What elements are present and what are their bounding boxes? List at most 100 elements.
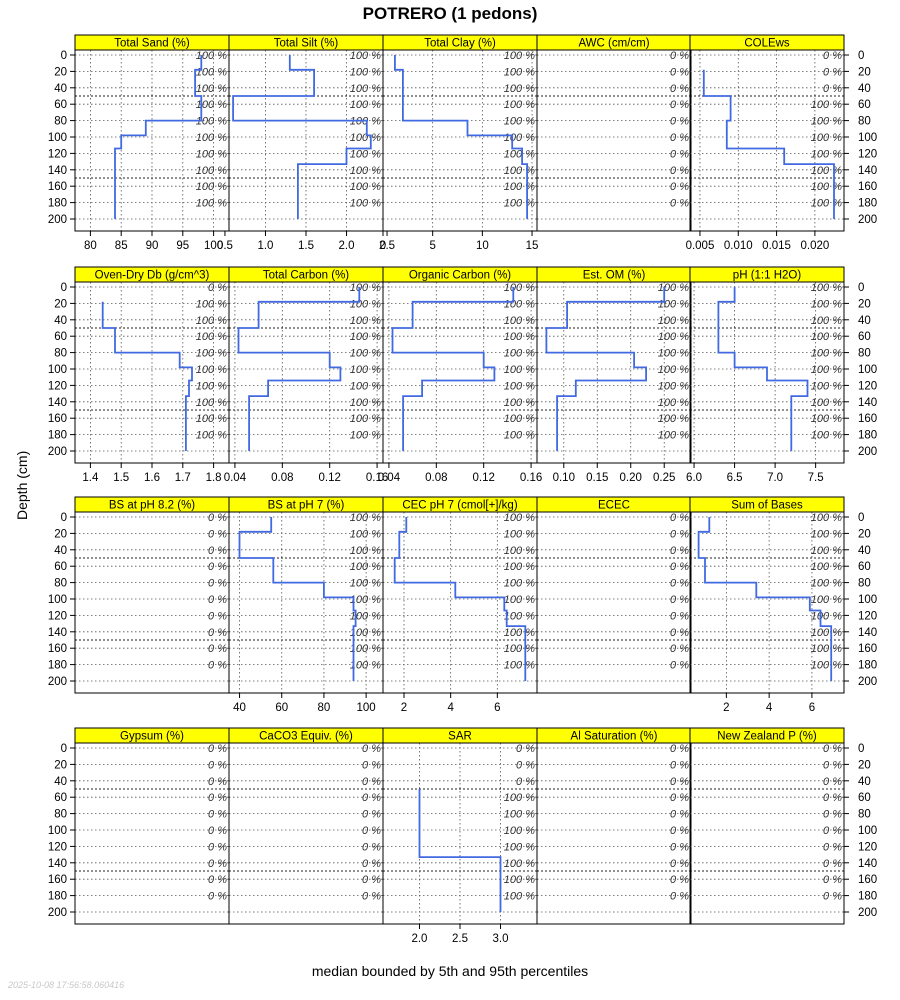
panel-title: pH (1:1 H2O): [733, 270, 802, 282]
percent-label: 0 %: [670, 528, 689, 540]
depth-tick-label: 100: [858, 364, 877, 376]
x-tick-label: 7.0: [767, 472, 783, 484]
depth-tick-label: 80: [858, 348, 871, 360]
percent-label: 100 %: [504, 331, 535, 343]
chart-caption: median bounded by 5th and 95th percentil…: [311, 963, 589, 979]
percent-label: 100 %: [811, 397, 842, 409]
percent-label: 0 %: [362, 743, 381, 755]
depth-tick-label: 180: [858, 891, 877, 903]
panel-title: Est. OM (%): [583, 270, 646, 282]
profile-line: [545, 287, 666, 451]
percent-label: 100 %: [504, 99, 535, 111]
depth-tick-label: 140: [48, 165, 67, 177]
percent-label: 100 %: [504, 397, 535, 409]
percent-label: 0 %: [823, 858, 842, 870]
percent-label: 100 %: [196, 83, 227, 95]
percent-label: 100 %: [196, 165, 227, 177]
panel-title: Al Saturation (%): [571, 731, 658, 743]
profile-line: [697, 517, 833, 681]
depth-tick-label: 20: [54, 759, 67, 771]
depth-tick-label: 20: [858, 528, 871, 540]
x-tick-label: 3.0: [493, 933, 509, 945]
depth-tick-label: 160: [48, 413, 67, 425]
percent-label: 0 %: [670, 809, 689, 821]
percent-label: 0 %: [670, 132, 689, 144]
panel-frame: [74, 511, 230, 694]
chart-title: POTRERO (1 pedons): [362, 4, 538, 23]
percent-label: 100 %: [350, 132, 381, 144]
percent-label: 100 %: [350, 430, 381, 442]
percent-label: 100 %: [350, 116, 381, 128]
percent-label: 100 %: [350, 83, 381, 95]
percent-label: 100 %: [196, 413, 227, 425]
depth-tick-label: 20: [858, 759, 871, 771]
percent-label: 100 %: [196, 132, 227, 144]
depth-tick-label: 160: [48, 181, 67, 193]
percent-label: 100 %: [504, 809, 535, 821]
depth-tick-label: 180: [858, 198, 877, 210]
depth-tick-label: 0: [61, 50, 67, 62]
percent-label: 100 %: [350, 610, 381, 622]
percent-label: 100 %: [811, 561, 842, 573]
depth-tick-label: 140: [48, 627, 67, 639]
panel-frame: [689, 742, 845, 925]
percent-label: 100 %: [504, 545, 535, 557]
x-tick-label: 0.20: [620, 472, 642, 484]
percent-label: 0 %: [670, 83, 689, 95]
x-tick-label: 0.5: [217, 240, 233, 252]
depth-tick-label: 180: [858, 660, 877, 672]
x-tick-label: 4: [447, 702, 454, 714]
percent-label: 0 %: [823, 841, 842, 853]
percent-label: 100 %: [504, 66, 535, 78]
percent-label: 100 %: [811, 331, 842, 343]
percent-label: 0 %: [670, 512, 689, 524]
percent-label: 100 %: [504, 380, 535, 392]
percent-label: 100 %: [504, 116, 535, 128]
depth-tick-label: 60: [54, 561, 67, 573]
depth-tick-label: 120: [48, 841, 67, 853]
percent-label: 0 %: [670, 165, 689, 177]
percent-label: 0 %: [208, 610, 227, 622]
x-tick-label: 0.25: [653, 472, 675, 484]
percent-label: 100 %: [811, 116, 842, 128]
depth-tick-label: 100: [48, 825, 67, 837]
percent-label: 0 %: [670, 627, 689, 639]
percent-label: 100 %: [504, 891, 535, 903]
depth-tick-label: 120: [858, 610, 877, 622]
depth-tick-label: 180: [48, 660, 67, 672]
panel-title: CEC pH 7 (cmol[+]/kg): [402, 500, 518, 512]
depth-tick-label: 140: [48, 858, 67, 870]
percent-label: 100 %: [658, 413, 689, 425]
profile-line: [114, 55, 203, 219]
depth-tick-label: 180: [48, 891, 67, 903]
percent-label: 100 %: [504, 298, 535, 310]
percent-label: 100 %: [811, 132, 842, 144]
percent-label: 100 %: [811, 528, 842, 540]
percent-label: 100 %: [504, 627, 535, 639]
percent-label: 100 %: [504, 578, 535, 590]
percent-label: 0 %: [362, 874, 381, 886]
percent-label: 0 %: [670, 148, 689, 160]
percent-label: 0 %: [362, 825, 381, 837]
percent-label: 100 %: [350, 165, 381, 177]
percent-label: 0 %: [670, 643, 689, 655]
percent-label: 0 %: [208, 776, 227, 788]
percent-label: 0 %: [670, 660, 689, 672]
panel-title: COLEws: [744, 38, 790, 50]
percent-label: 100 %: [658, 298, 689, 310]
percent-label: 0 %: [670, 858, 689, 870]
percent-label: 0 %: [670, 825, 689, 837]
percent-label: 0 %: [670, 891, 689, 903]
depth-tick-label: 180: [48, 198, 67, 210]
percent-label: 100 %: [196, 315, 227, 327]
percent-label: 0 %: [823, 759, 842, 771]
depth-tick-label: 200: [858, 907, 877, 919]
depth-tick-label: 100: [48, 364, 67, 376]
percent-label: 0 %: [208, 512, 227, 524]
percent-label: 100 %: [350, 148, 381, 160]
percent-label: 100 %: [350, 413, 381, 425]
percent-label: 0 %: [208, 841, 227, 853]
percent-label: 100 %: [504, 148, 535, 160]
percent-label: 100 %: [504, 660, 535, 672]
x-tick-label: 0.08: [271, 472, 293, 484]
